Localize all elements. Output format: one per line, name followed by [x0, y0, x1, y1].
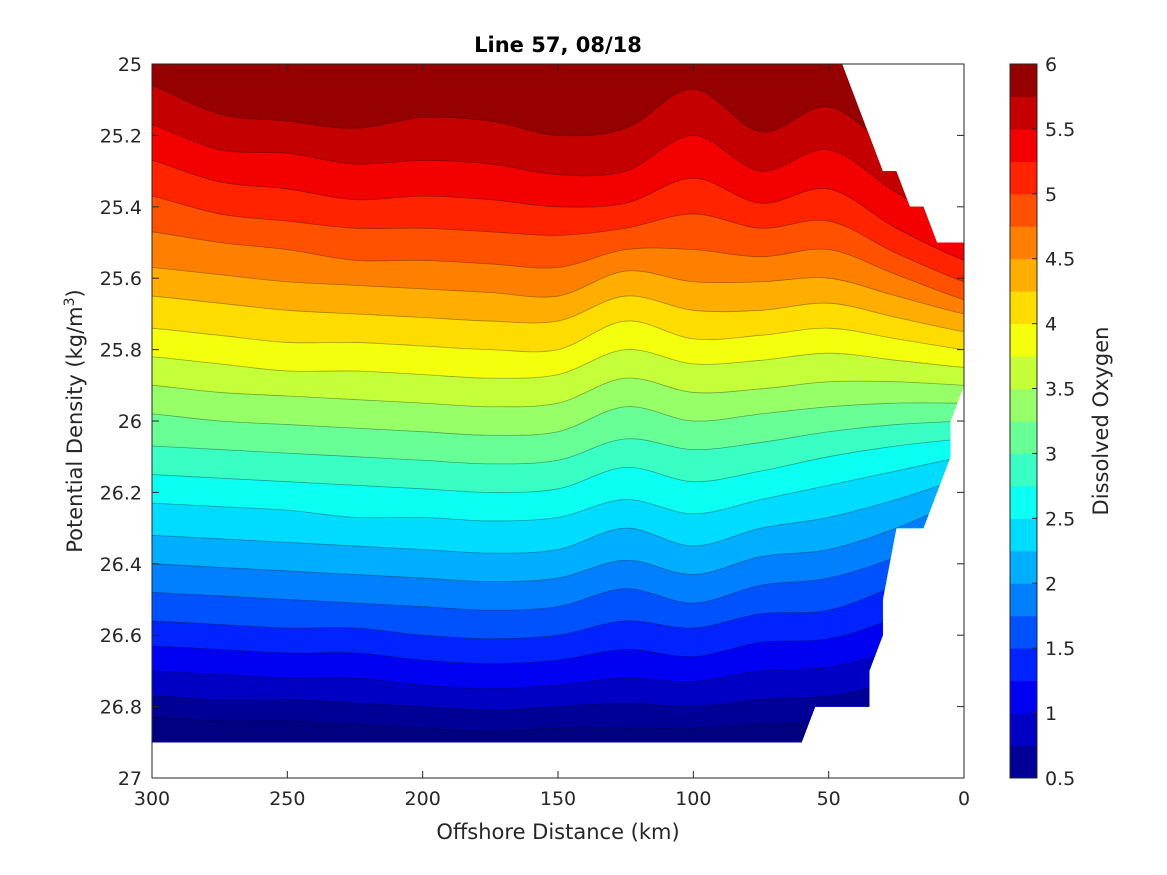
colorbar-segment: [1010, 680, 1037, 714]
contour-line: [152, 582, 964, 665]
colorbar-tick-label: 2.5: [1045, 508, 1075, 530]
contour-fill-layer: [152, 64, 964, 743]
colorbar-tick-label: 4.5: [1045, 249, 1075, 271]
y-tick-label: 25: [118, 54, 142, 76]
x-tick-label: 200: [405, 788, 441, 810]
colorbar-segment: [1010, 615, 1037, 649]
y-tick-label: 25.4: [100, 197, 142, 219]
contour-line: [152, 158, 964, 264]
colorbar-tick-label: 2: [1045, 573, 1057, 595]
colorbar-segment: [1010, 518, 1037, 552]
colorbar-segment: [1010, 745, 1037, 779]
colorbar-segment: [1010, 421, 1037, 454]
contour-line: [152, 476, 964, 554]
contour-line: [152, 402, 964, 436]
contour-line: [152, 230, 964, 302]
contour-line: [152, 194, 964, 285]
contour-line: [152, 521, 964, 611]
colorbar-segment: [1010, 64, 1037, 97]
x-axis: 300 250 200 150 100 50 0: [134, 64, 970, 810]
colorbar-segment: [1010, 388, 1037, 422]
x-tick-label: 50: [817, 788, 841, 810]
x-tick-label: 0: [958, 788, 970, 810]
chart-title: Line 57, 08/18: [474, 33, 642, 57]
y-tick-label: 27: [118, 768, 142, 790]
colorbar-segment: [1010, 648, 1037, 682]
y-tick-label: 26.2: [100, 482, 142, 504]
colorbar-segment: [1010, 226, 1037, 260]
colorbar-segment: [1010, 291, 1037, 325]
contour-line: [152, 420, 964, 465]
x-tick-label: 150: [540, 788, 576, 810]
x-axis-title: Offshore Distance (km): [436, 820, 679, 844]
contour-line: [152, 320, 964, 353]
contour-line: [152, 550, 964, 640]
colorbar-tick-label: 1.5: [1045, 638, 1075, 660]
y-tick-label: 25.6: [100, 268, 142, 290]
colorbar-tick-label: 4: [1045, 314, 1057, 336]
y-tick-label: 26.8: [100, 697, 142, 719]
colorbar-segment: [1010, 258, 1037, 292]
y-axis-title-suffix: ): [63, 289, 87, 297]
colorbar-tick-label: 0.5: [1045, 768, 1075, 790]
y-axis-title-main: Potential Density (kg/m: [63, 306, 87, 552]
contour-line: [152, 455, 964, 522]
colorbar-tick-label: 3.5: [1045, 379, 1075, 401]
y-tick-label: 25.8: [100, 340, 142, 362]
colorbar-tick-label: 6: [1045, 54, 1057, 76]
y-axis-title-superscript: 3: [62, 297, 78, 306]
colorbar-segment: [1010, 96, 1037, 130]
colorbar-title: Dissolved Oxygen: [1089, 327, 1113, 516]
colorbar-segment: [1010, 128, 1037, 162]
colorbar-tick-label: 1: [1045, 703, 1057, 725]
x-tick-label: 300: [134, 788, 170, 810]
colorbar-segment: [1010, 453, 1037, 487]
x-tick-label: 100: [675, 788, 711, 810]
colorbar-tick-label: 3: [1045, 443, 1057, 465]
y-tick-label: 26.6: [100, 625, 142, 647]
contour-line: [152, 618, 964, 690]
contour-line: [152, 122, 964, 232]
colorbar-segment: [1010, 713, 1037, 747]
contour-line: [152, 497, 964, 583]
contour-line: [152, 266, 964, 316]
contour-line: [152, 437, 964, 493]
y-axis: 25 25.2 25.4 25.6 25.8 26 26.2 26.4 26.6 26.8 27: [100, 54, 964, 790]
y-tick-label: 26.4: [100, 554, 142, 576]
colorbar-tick-label: 5: [1045, 184, 1057, 206]
y-axis-title: Potential Density (kg/m3): [62, 289, 87, 553]
colorbar-axis: 0.5 1 1.5 2 2.5 3 3.5 4 4.5 5 5.5 6: [1032, 54, 1075, 790]
colorbar-frame: [1009, 63, 1038, 779]
contour-band: [152, 654, 964, 743]
colorbar-segment: [1010, 323, 1037, 357]
colorbar: [1009, 63, 1038, 779]
colorbar-segment: [1010, 583, 1037, 617]
contour-line: [152, 377, 964, 408]
y-tick-label: 25.2: [100, 125, 142, 147]
colorbar-segment: [1010, 485, 1037, 519]
colorbar-segment: [1010, 550, 1037, 584]
colorbar-segment: [1010, 161, 1037, 195]
contour-line: [152, 295, 964, 334]
y-tick-label: 26: [118, 411, 142, 433]
colorbar-segment: [1010, 193, 1037, 227]
colorbar-segment: [1010, 356, 1037, 390]
colorbar-tick-label: 5.5: [1045, 119, 1075, 141]
x-tick-label: 250: [269, 788, 305, 810]
contour-line: [152, 349, 964, 379]
